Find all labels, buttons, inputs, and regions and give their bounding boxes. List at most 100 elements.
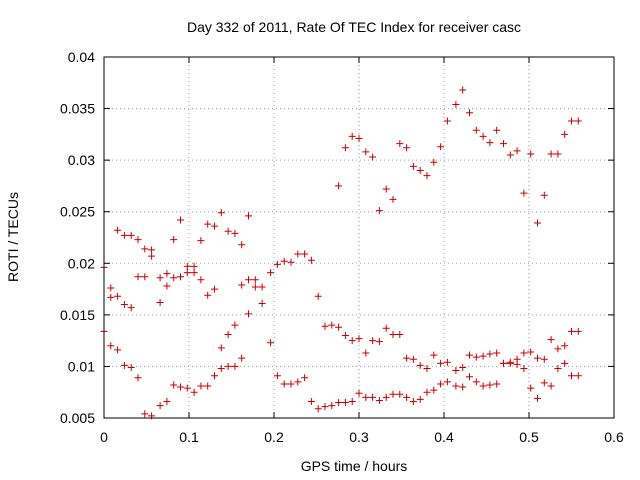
- data-point: [409, 162, 417, 170]
- data-point: [287, 258, 295, 266]
- data-point: [148, 246, 156, 254]
- x-tick-label: 0.2: [264, 429, 284, 445]
- data-point: [183, 384, 191, 392]
- data-point: [190, 262, 198, 270]
- data-point: [107, 293, 115, 301]
- data-point: [217, 344, 225, 352]
- data-point: [369, 153, 377, 161]
- x-tick-label: 0.4: [434, 429, 454, 445]
- data-point: [190, 269, 198, 277]
- data-point: [238, 354, 246, 362]
- data-point: [568, 372, 575, 380]
- data-point: [148, 252, 156, 260]
- data-point: [506, 359, 514, 367]
- data-point: [396, 390, 404, 398]
- data-point: [423, 388, 431, 396]
- data-point: [375, 207, 383, 215]
- data-point: [127, 363, 135, 371]
- data-point: [267, 269, 275, 277]
- data-point: [452, 100, 460, 108]
- data-point: [217, 364, 225, 372]
- data-point: [251, 276, 259, 284]
- data-point: [156, 298, 164, 306]
- data-point: [224, 227, 232, 235]
- data-point: [217, 209, 225, 217]
- data-point: [107, 342, 115, 350]
- data-point: [355, 335, 363, 343]
- data-point: [430, 386, 438, 394]
- data-point: [396, 330, 404, 338]
- y-tick-label: 0.015: [60, 307, 95, 323]
- data-point: [443, 358, 451, 366]
- data-point: [527, 150, 535, 158]
- data-point: [120, 361, 128, 369]
- data-point: [574, 117, 582, 125]
- data-point: [520, 349, 528, 357]
- data-point: [280, 380, 288, 388]
- data-point: [231, 229, 239, 237]
- data-point: [452, 367, 460, 375]
- data-point: [238, 281, 246, 289]
- data-point: [156, 274, 164, 282]
- data-point: [197, 382, 205, 390]
- data-point: [197, 276, 205, 284]
- data-point: [211, 372, 218, 380]
- data-point: [382, 324, 390, 332]
- data-point: [197, 237, 205, 245]
- data-point: [466, 373, 473, 381]
- data-point: [520, 189, 528, 197]
- data-point: [204, 382, 212, 390]
- data-point: [170, 274, 178, 282]
- data-point: [273, 260, 281, 268]
- data-point: [267, 339, 275, 347]
- data-point: [574, 372, 582, 380]
- data-point: [163, 270, 171, 278]
- data-point: [127, 231, 135, 239]
- data-point: [375, 338, 383, 346]
- data-point: [335, 323, 343, 331]
- data-point: [561, 342, 569, 350]
- data-point: [513, 147, 521, 155]
- data-point: [540, 355, 548, 363]
- data-point: [341, 399, 349, 407]
- data-point: [204, 291, 212, 299]
- x-tick-label: 0.5: [519, 429, 539, 445]
- data-point: [348, 337, 356, 345]
- data-point: [540, 191, 548, 199]
- data-point: [156, 402, 164, 410]
- data-point: [307, 256, 315, 264]
- data-point: [355, 389, 363, 397]
- data-point: [362, 148, 370, 156]
- data-point: [170, 381, 178, 389]
- y-tick-label: 0.005: [60, 410, 95, 426]
- data-point: [568, 327, 575, 335]
- data-point: [134, 374, 142, 382]
- data-point: [459, 363, 467, 371]
- data-point: [120, 301, 128, 309]
- data-point: [273, 372, 281, 380]
- data-point: [141, 410, 149, 418]
- data-point: [258, 283, 266, 291]
- data-point: [224, 330, 232, 338]
- data-point: [204, 220, 212, 228]
- data-point: [500, 359, 507, 367]
- data-point: [183, 262, 191, 270]
- data-point: [163, 282, 171, 290]
- data-point: [127, 304, 135, 312]
- data-point: [554, 345, 562, 353]
- data-point: [409, 355, 417, 363]
- data-point: [466, 109, 473, 117]
- data-point: [251, 283, 259, 291]
- data-point: [183, 269, 191, 277]
- data-point: [114, 226, 122, 234]
- data-point: [486, 139, 494, 147]
- data-point: [294, 250, 302, 258]
- x-tick-label: 0.1: [179, 429, 199, 445]
- data-point: [472, 126, 480, 134]
- data-point: [540, 379, 548, 387]
- data-point: [423, 172, 431, 180]
- axis-ticks: 0 0.1 0.2 0.3 0.4 0.5 0.6 0.005 0.01 0.015 0.02 0.0…: [60, 49, 624, 445]
- data-point: [561, 130, 569, 138]
- data-point: [177, 216, 184, 224]
- data-point: [335, 399, 343, 407]
